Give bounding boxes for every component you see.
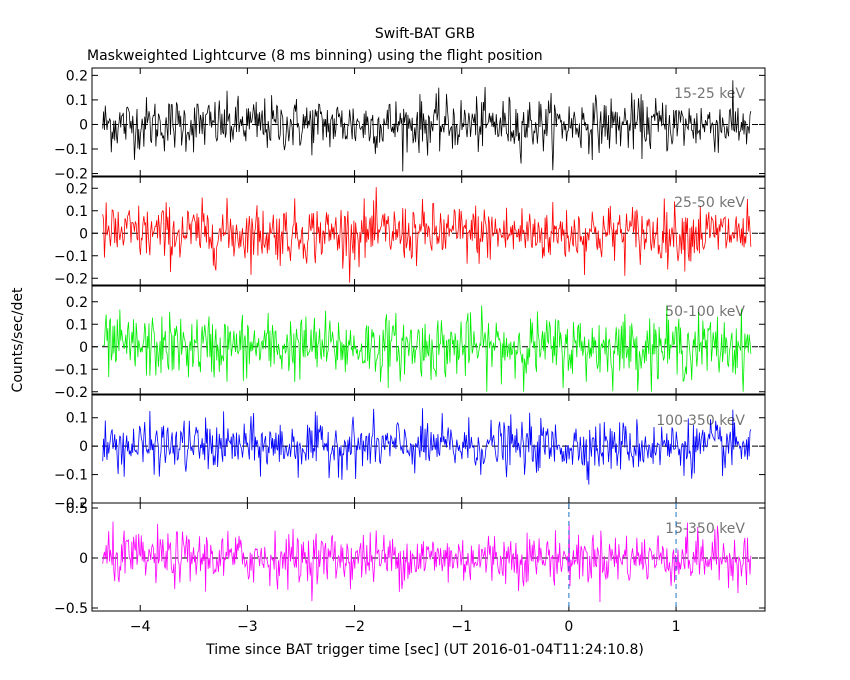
series-line [102, 187, 752, 283]
x-tick-label: 0 [564, 619, 573, 635]
panel-3: −0.2 −0.1 0 0.1 0.2 50-100 keV [54, 285, 766, 401]
y-tick-label: 0.1 [66, 317, 88, 333]
x-tick-label: −2 [344, 619, 365, 635]
panel-frame [91, 285, 766, 395]
y-tick-label: 0 [79, 340, 88, 356]
panel-4: −0.2 −0.1 0 0.1 100-350 keV [54, 394, 766, 512]
panel-label: 15-350 keV [665, 521, 745, 537]
panel-frame [91, 502, 766, 612]
y-tick-label: −0.2 [54, 385, 88, 401]
y-tick-label: 0.1 [66, 93, 88, 109]
series-line [102, 521, 752, 602]
y-tick-label: −0.1 [54, 468, 88, 484]
y-tick-label: 0 [79, 117, 88, 133]
x-tick-label: −3 [237, 619, 258, 635]
y-tick-label: 0.2 [66, 68, 88, 84]
y-tick-label: 0.1 [66, 204, 88, 220]
y-axis-label: Counts/sec/det [10, 287, 26, 392]
y-tick-label: 0.2 [66, 181, 88, 197]
y-tick-label: −0.1 [54, 142, 88, 158]
y-tick-label: 0.5 [66, 501, 88, 517]
y-tick-label: 0 [79, 439, 88, 455]
panel-5: −0.5 0 0.5 15-350 keV [54, 501, 766, 617]
series-line [102, 408, 752, 485]
y-tick-label: −0.2 [54, 271, 88, 287]
y-tick-label: 0.2 [66, 295, 88, 311]
x-tick-label: −4 [130, 619, 151, 635]
x-tick-label: 1 [672, 619, 681, 635]
y-tick-label: −0.5 [54, 601, 88, 617]
y-tick-label: −0.2 [54, 496, 88, 512]
x-tick-label: −1 [451, 619, 472, 635]
y-tick-label: −0.2 [54, 167, 88, 183]
chart-title: Swift-BAT GRB [375, 26, 475, 42]
series-line [102, 305, 752, 392]
y-tick-label: 0 [79, 226, 88, 242]
panel-label: 25-50 keV [674, 195, 745, 211]
y-tick-label: −0.1 [54, 362, 88, 378]
panel-1: −0.2 −0.1 0 0.1 0.2 15-25 keV [54, 67, 766, 183]
panel-label: 50-100 keV [665, 304, 745, 320]
series-line [102, 80, 752, 172]
panel-label: 100-350 keV [656, 413, 745, 429]
chart-subtitle: Maskweighted Lightcurve (8 ms binning) u… [87, 48, 543, 64]
y-tick-label: 0.1 [66, 411, 88, 427]
panel-2: −0.2 −0.1 0 0.1 0.2 25-50 keV [54, 176, 766, 287]
y-tick-label: 0 [79, 551, 88, 567]
panel-label: 15-25 keV [674, 86, 745, 102]
x-axis-label: Time since BAT trigger time [sec] (UT 20… [205, 642, 644, 658]
panel-frame [91, 67, 766, 177]
panel-frame [91, 176, 766, 286]
y-tick-label: −0.1 [54, 249, 88, 265]
